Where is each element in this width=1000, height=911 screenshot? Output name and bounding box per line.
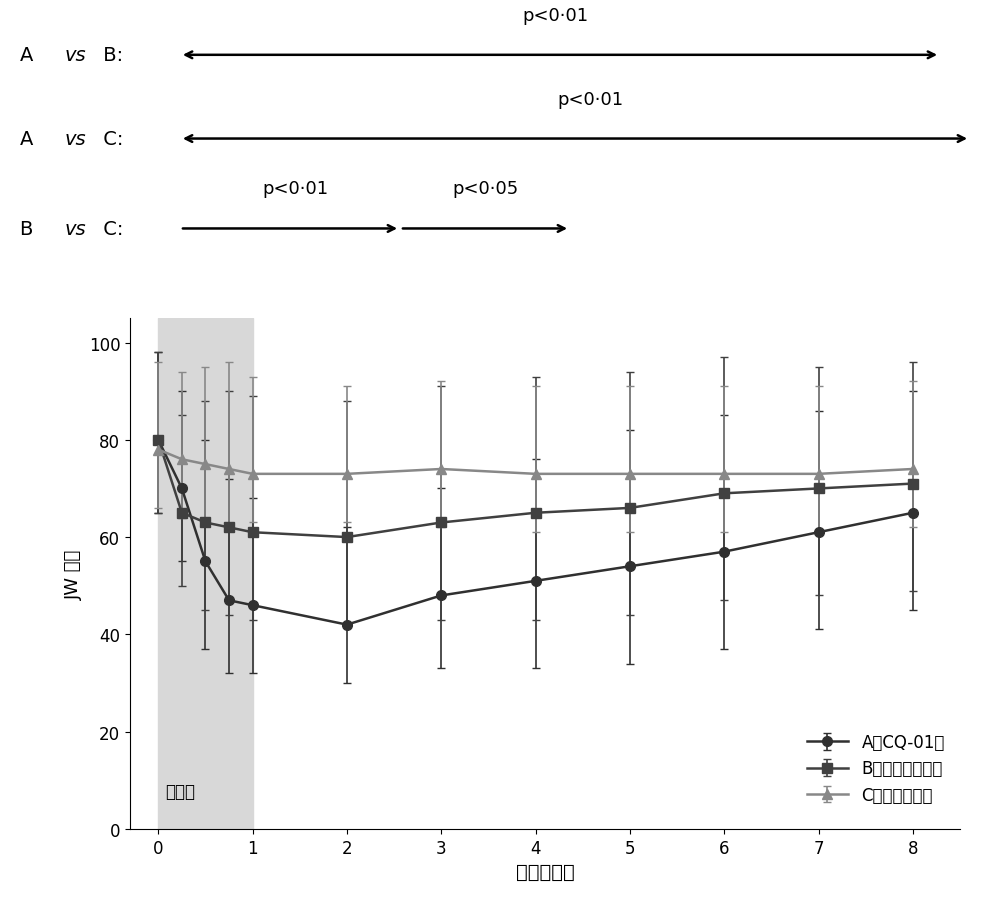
Text: C:: C: [97, 220, 123, 239]
Text: B:: B: [97, 46, 123, 66]
Text: A: A [20, 130, 40, 148]
Text: C:: C: [97, 130, 123, 148]
Y-axis label: JW 度量: JW 度量 [65, 548, 83, 599]
Text: 治疗期: 治疗期 [165, 782, 195, 800]
Text: vs: vs [65, 46, 87, 66]
Text: p<0·01: p<0·01 [522, 6, 588, 25]
X-axis label: 时间（天）: 时间（天） [516, 862, 574, 881]
Text: A: A [20, 46, 40, 66]
Text: p<0·05: p<0·05 [452, 180, 518, 199]
Text: vs: vs [65, 130, 87, 148]
Text: vs: vs [65, 220, 87, 239]
Legend: A（CQ-01）, B（仅凝胶对照）, C（纱布对照）: A（CQ-01）, B（仅凝胶对照）, C（纱布对照） [800, 727, 952, 811]
Text: B: B [20, 220, 40, 239]
Text: p<0·01: p<0·01 [557, 90, 623, 108]
Bar [158, 319, 253, 829]
Text: p<0·01: p<0·01 [262, 180, 328, 199]
